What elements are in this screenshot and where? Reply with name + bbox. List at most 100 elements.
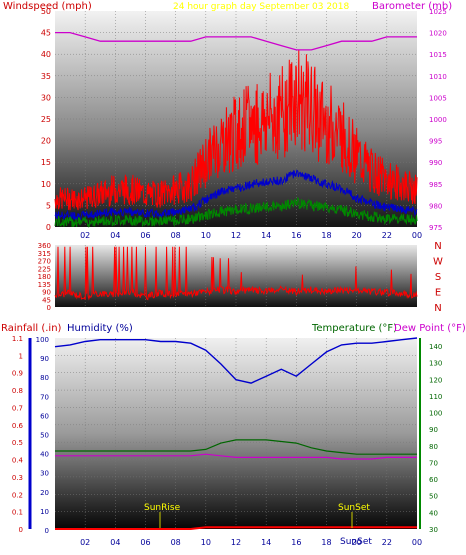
direction-axis-tick-label: 45 bbox=[42, 296, 51, 304]
humidity-axis-tick-label: 30 bbox=[40, 470, 49, 478]
baro-axis-tick-label: 1000 bbox=[429, 116, 447, 124]
dewpoint-label: Dew Point (°F) bbox=[394, 323, 466, 334]
wind-axis-tick-label: 25 bbox=[41, 115, 51, 124]
temp-axis-tick-label: 100 bbox=[429, 410, 442, 418]
baro-axis-tick-label: 1015 bbox=[429, 51, 447, 59]
wind-axis-tick-label: 50 bbox=[41, 7, 51, 16]
time-tick-label: 00 bbox=[412, 231, 422, 240]
time-tick-label: 04 bbox=[110, 231, 120, 240]
wind-axis-tick-label: 30 bbox=[41, 93, 51, 102]
time-tick-label: 20 bbox=[352, 231, 362, 240]
time-tick-label: 06 bbox=[140, 538, 150, 547]
time-tick-label: 18 bbox=[321, 538, 331, 547]
direction-axis-tick-label: 135 bbox=[38, 281, 51, 289]
rain-axis-tick-label: 0.3 bbox=[12, 474, 23, 482]
temp-axis-tick-label: 30 bbox=[429, 526, 438, 534]
direction-axis-tick-label: 225 bbox=[38, 265, 51, 273]
compass-label: N bbox=[434, 303, 441, 314]
time-tick-label: 08 bbox=[171, 538, 181, 547]
rain-axis-tick-label: 0.2 bbox=[12, 491, 23, 499]
wind-axis-tick-label: 20 bbox=[41, 137, 51, 146]
humidity-label: Humidity (%) bbox=[67, 323, 133, 334]
barometer-line bbox=[55, 31, 417, 51]
rain-axis-tick-label: 0.1 bbox=[12, 509, 23, 517]
humidity-axis-tick-label: 70 bbox=[40, 393, 49, 401]
time-tick-label: 02 bbox=[80, 231, 90, 240]
chart-title: 24 hour graph day September 03 2018 bbox=[173, 2, 350, 12]
temp-axis-tick-label: 60 bbox=[429, 476, 438, 484]
windspeed-gust-line bbox=[54, 49, 418, 211]
direction-axis-tick-label: 360 bbox=[38, 242, 51, 250]
time-tick-label: 14 bbox=[261, 231, 271, 240]
time-tick-label: 10 bbox=[201, 538, 211, 547]
wind-axis-tick-label: 5 bbox=[46, 201, 51, 210]
temp-axis-tick-label: 120 bbox=[429, 376, 442, 384]
baro-axis-tick-label: 985 bbox=[429, 181, 442, 189]
temperature-label: Temperature (°F) bbox=[311, 323, 397, 334]
time-tick-label: 22 bbox=[382, 538, 392, 547]
humidity-axis-tick-label: 90 bbox=[40, 355, 49, 363]
temp-axis-tick-label: 80 bbox=[429, 443, 438, 451]
wind-axis-tick-label: 40 bbox=[41, 50, 51, 59]
temp-axis-tick-label: 130 bbox=[429, 360, 442, 368]
temp-axis-tick-label: 140 bbox=[429, 343, 442, 351]
humidity-axis-tick-label: 0 bbox=[45, 527, 49, 535]
humidity-axis-tick-label: 50 bbox=[40, 432, 49, 440]
humidity-axis-tick-label: 60 bbox=[40, 412, 49, 420]
rainfall-label: Rainfall (.in) bbox=[1, 323, 62, 334]
rain-axis-tick-label: 0.5 bbox=[12, 439, 23, 447]
sunset-label: SunSet bbox=[338, 503, 370, 513]
baro-axis-tick-label: 1025 bbox=[429, 8, 447, 16]
rain-axis-tick-label: 0.9 bbox=[12, 370, 23, 378]
baro-axis-tick-label: 975 bbox=[429, 224, 442, 232]
windspeed-average-line bbox=[54, 169, 418, 221]
windspeed-label: Windspeed (mph) bbox=[3, 1, 92, 12]
baro-axis-tick-label: 990 bbox=[429, 159, 442, 167]
time-tick-label: 20 bbox=[352, 538, 362, 547]
time-tick-label: 04 bbox=[110, 538, 120, 547]
baro-axis-tick-label: 1020 bbox=[429, 30, 447, 38]
compass-label: W bbox=[433, 257, 443, 268]
direction-axis-tick-label: 315 bbox=[38, 250, 51, 258]
temp-axis-tick-label: 40 bbox=[429, 509, 438, 517]
time-tick-label: 10 bbox=[201, 231, 211, 240]
direction-axis-tick-label: 270 bbox=[38, 258, 51, 266]
compass-label: S bbox=[435, 272, 441, 283]
baro-axis-tick-label: 1005 bbox=[429, 94, 447, 102]
time-tick-label: 18 bbox=[321, 231, 331, 240]
rain-axis-tick-label: 0.8 bbox=[12, 387, 23, 395]
rain-axis-tick-label: 0.4 bbox=[12, 457, 24, 465]
baro-axis-tick-label: 995 bbox=[429, 138, 442, 146]
rain-axis-tick-label: 1 bbox=[19, 352, 23, 360]
sunrise-label: SunRise bbox=[144, 503, 181, 513]
humidity-axis-tick-label: 10 bbox=[40, 508, 49, 516]
time-tick-label: 12 bbox=[231, 538, 241, 547]
compass-label: E bbox=[435, 288, 441, 299]
baro-axis-tick-label: 1010 bbox=[429, 73, 447, 81]
rain-axis-tick-label: 0.6 bbox=[12, 422, 24, 430]
wind-axis-tick-label: 35 bbox=[41, 72, 51, 81]
time-tick-label: 22 bbox=[382, 231, 392, 240]
humidity-axis-tick-label: 100 bbox=[36, 336, 49, 344]
temp-axis-tick-label: 110 bbox=[429, 393, 442, 401]
baro-axis-tick-label: 980 bbox=[429, 202, 442, 210]
time-tick-label: 00 bbox=[412, 538, 422, 547]
wind-axis-tick-label: 0 bbox=[46, 223, 51, 232]
sunset-axis-label: SunSet bbox=[340, 537, 372, 547]
time-tick-label: 06 bbox=[140, 231, 150, 240]
direction-axis-tick-label: 90 bbox=[42, 289, 51, 297]
rain-axis-tick-label: 0.7 bbox=[12, 404, 23, 412]
humidity-axis-tick-label: 20 bbox=[40, 489, 49, 497]
time-tick-label: 16 bbox=[291, 538, 301, 547]
temp-axis-tick-label: 70 bbox=[429, 459, 438, 467]
temp-axis-tick-label: 90 bbox=[429, 426, 438, 434]
grid-lines bbox=[55, 11, 417, 529]
wind-axis-tick-label: 15 bbox=[41, 158, 51, 167]
barometer-label: Barometer (mb) bbox=[372, 1, 452, 12]
time-tick-label: 14 bbox=[261, 538, 271, 547]
time-tick-label: 16 bbox=[291, 231, 301, 240]
rain-axis-tick-label: 0 bbox=[19, 526, 23, 534]
direction-axis-tick-label: 180 bbox=[38, 273, 51, 281]
direction-axis-tick-label: 0 bbox=[47, 304, 51, 312]
